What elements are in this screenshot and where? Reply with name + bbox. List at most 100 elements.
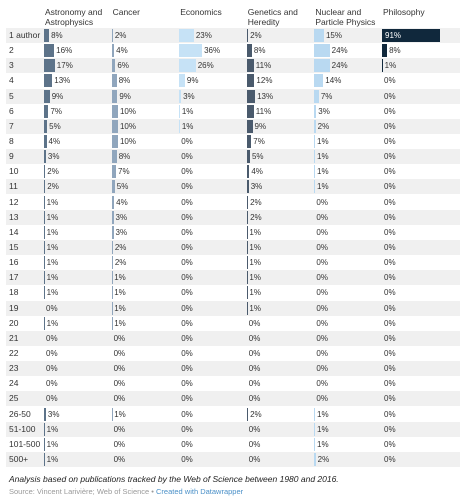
value-label: 0% — [384, 424, 396, 434]
value-label: 0% — [384, 348, 396, 358]
row-label: 8 — [9, 135, 14, 146]
bar — [246, 407, 249, 421]
bar — [111, 195, 115, 209]
value-label: 0% — [316, 288, 328, 298]
value-label: 1% — [46, 454, 59, 464]
value-label: 0% — [46, 364, 58, 374]
value-label: 8% — [389, 46, 401, 56]
value-label: 1% — [384, 61, 397, 71]
value-label: 0% — [181, 258, 193, 268]
value-label: 1% — [317, 167, 329, 177]
value-label: 91% — [385, 31, 402, 40]
value-label: 0% — [384, 333, 396, 343]
value-label: 0% — [113, 454, 126, 464]
value-label: 4% — [116, 46, 128, 56]
value-label: 10% — [119, 136, 136, 146]
value-label: 2% — [250, 409, 262, 419]
column-header: Nuclear and Particle Physics — [315, 7, 376, 27]
value-label: 0% — [316, 348, 328, 358]
value-label: 1% — [317, 182, 329, 192]
row-label: 20 — [9, 317, 19, 328]
value-label: 11% — [255, 61, 272, 71]
bar — [179, 89, 182, 103]
value-label: 0% — [46, 394, 58, 404]
bar — [111, 407, 113, 421]
column-header: Philosophy — [383, 7, 425, 17]
value-label: 1% — [181, 121, 194, 131]
value-label: 13% — [54, 76, 71, 86]
row-background — [6, 58, 460, 74]
value-label: 1% — [317, 424, 329, 434]
value-label: 0% — [384, 364, 396, 374]
row-label: 6 — [9, 105, 14, 116]
value-label: 1% — [114, 288, 126, 298]
bar — [111, 225, 114, 239]
row-label: 21 — [9, 332, 19, 343]
row-label: 19 — [9, 302, 19, 313]
value-label: 7% — [320, 91, 333, 101]
row-label: 13 — [9, 211, 19, 222]
value-label: 5% — [116, 182, 129, 192]
bar — [314, 44, 330, 58]
value-label: 2% — [47, 167, 59, 177]
value-label: 0% — [248, 454, 261, 464]
row-label: 26-50 — [9, 408, 31, 419]
value-label: 0% — [384, 121, 396, 131]
value-label: 1% — [114, 409, 126, 419]
value-label: 4% — [116, 197, 128, 207]
bar — [44, 44, 55, 58]
value-label: 0% — [384, 394, 396, 404]
bar — [246, 225, 248, 239]
bar — [314, 165, 316, 179]
row-label: 500+ — [9, 453, 29, 464]
value-label: 3% — [115, 212, 128, 222]
row-label: 15 — [9, 241, 19, 252]
row-label: 5 — [9, 90, 14, 101]
row-background — [6, 103, 460, 119]
value-label: 0% — [384, 273, 396, 283]
value-label: 1% — [114, 273, 126, 283]
value-label: 0% — [113, 379, 126, 389]
value-label: 1% — [46, 288, 59, 298]
value-label: 0% — [248, 364, 261, 374]
value-label: 1% — [46, 273, 59, 283]
value-label: 0% — [181, 439, 193, 449]
bar — [111, 29, 113, 42]
value-label: 0% — [316, 258, 328, 268]
source: Source: Vincent Larivière; Web of Scienc… — [9, 487, 150, 496]
value-label: 0% — [181, 303, 193, 313]
value-label: 14% — [325, 76, 342, 86]
value-label: 7% — [50, 106, 62, 116]
value-label: 0% — [46, 303, 58, 313]
row-background — [6, 28, 460, 43]
bar — [246, 104, 254, 118]
value-label: 3% — [47, 152, 60, 162]
value-label: 0% — [316, 394, 328, 404]
value-label: 9% — [51, 91, 64, 101]
value-label: 0% — [113, 424, 126, 434]
value-label: 0% — [181, 288, 193, 298]
value-label: 1% — [249, 303, 261, 313]
row-background — [6, 421, 460, 437]
value-label: 0% — [181, 197, 193, 207]
value-label: 1% — [46, 258, 59, 268]
value-label: 13% — [257, 91, 274, 101]
bar — [314, 452, 316, 466]
bar — [111, 210, 114, 224]
value-label: 10% — [119, 121, 136, 131]
bar — [44, 240, 45, 254]
bar — [44, 165, 46, 179]
value-label: 6% — [117, 61, 129, 71]
value-label: 1% — [249, 227, 261, 237]
value-label: 0% — [181, 167, 193, 177]
bar — [314, 29, 324, 42]
value-label: 0% — [384, 288, 396, 298]
bar — [314, 407, 316, 421]
credit[interactable]: Created with Datawrapper — [156, 487, 244, 496]
value-label: 0% — [384, 76, 396, 86]
value-label: 4% — [48, 136, 61, 146]
bar — [246, 74, 255, 88]
bar — [314, 119, 316, 133]
bar — [44, 59, 55, 73]
value-label: 0% — [248, 424, 261, 434]
